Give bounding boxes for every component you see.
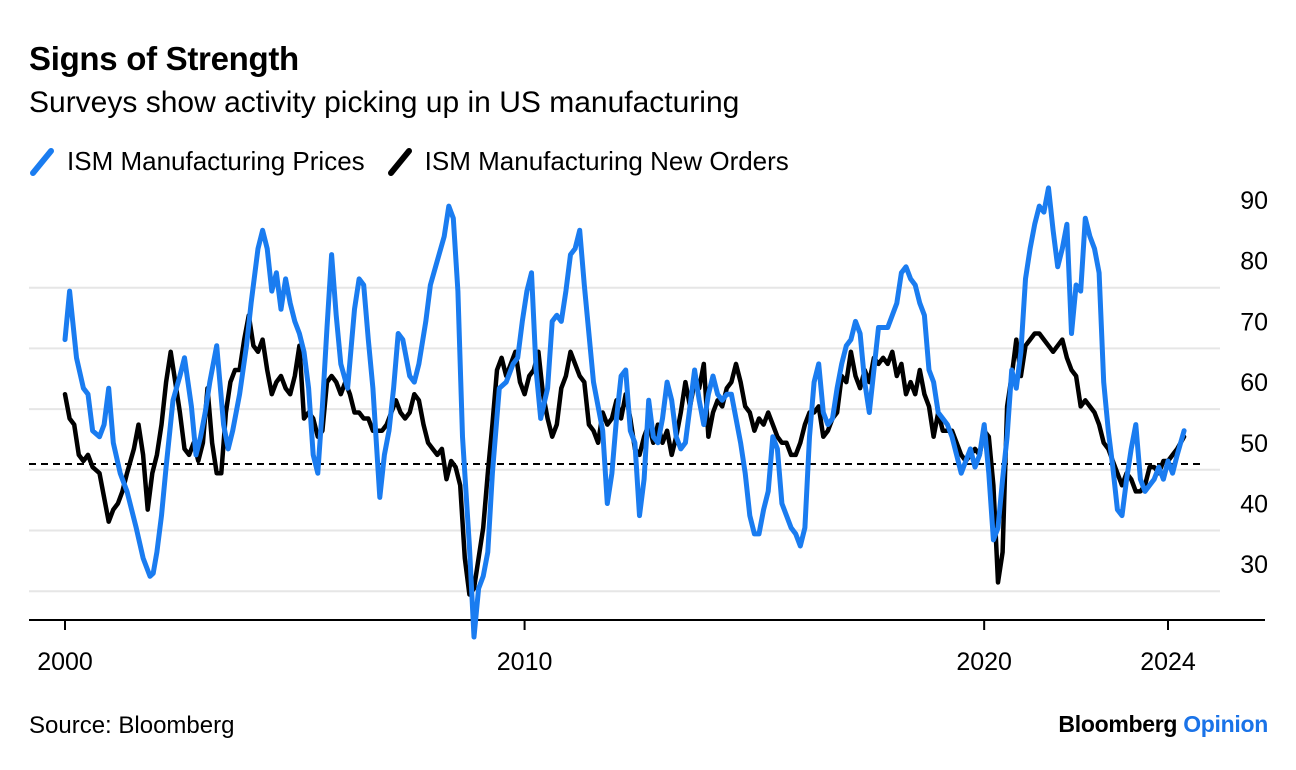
series-line-new-orders	[62, 313, 1187, 597]
series-layer	[62, 185, 1187, 640]
y-tick-label-90: 90	[1240, 187, 1268, 215]
legend-item-new-orders: ISM Manufacturing New Orders	[387, 146, 789, 177]
legend-item-prices: ISM Manufacturing Prices	[29, 146, 365, 177]
legend-swatch-prices	[30, 147, 54, 176]
y-axis: 30 40 50 60 70 80 90	[1240, 187, 1268, 579]
y-tick-label-60: 60	[1240, 369, 1268, 397]
y-tick-label-70: 70	[1240, 308, 1268, 336]
legend-swatch-new-orders	[387, 147, 412, 176]
y-tick-label-40: 40	[1240, 491, 1268, 519]
legend: ISM Manufacturing Prices ISM Manufacturi…	[29, 146, 811, 177]
x-tick-label-2024: 2024	[1140, 648, 1196, 676]
chart-subtitle: Surveys show activity picking up in US m…	[29, 86, 740, 119]
series-line-prices	[62, 185, 1187, 640]
x-tick-label-2010: 2010	[497, 648, 553, 676]
y-tick-label-50: 50	[1240, 430, 1268, 458]
legend-swatch-new-orders-stroke	[387, 147, 412, 176]
brand-name: Bloomberg	[1058, 711, 1178, 737]
legend-label-new-orders: ISM Manufacturing New Orders	[424, 146, 789, 176]
brand-section: Opinion	[1183, 711, 1268, 737]
y-tick-label-30: 30	[1240, 551, 1268, 579]
y-tick-label-80: 80	[1240, 248, 1268, 276]
x-tick-label-2000: 2000	[37, 648, 93, 676]
x-tick-label-2020: 2020	[956, 648, 1012, 676]
legend-label-prices: ISM Manufacturing Prices	[67, 146, 365, 176]
chart-title: Signs of Strength	[29, 40, 299, 77]
source-note: Source: Bloomberg	[29, 712, 235, 739]
legend-swatch-prices-stroke	[30, 147, 54, 176]
brand-logo: Bloomberg Opinion	[1058, 711, 1268, 738]
x-axis: 2000 2010 2020 2024	[29, 619, 1265, 676]
